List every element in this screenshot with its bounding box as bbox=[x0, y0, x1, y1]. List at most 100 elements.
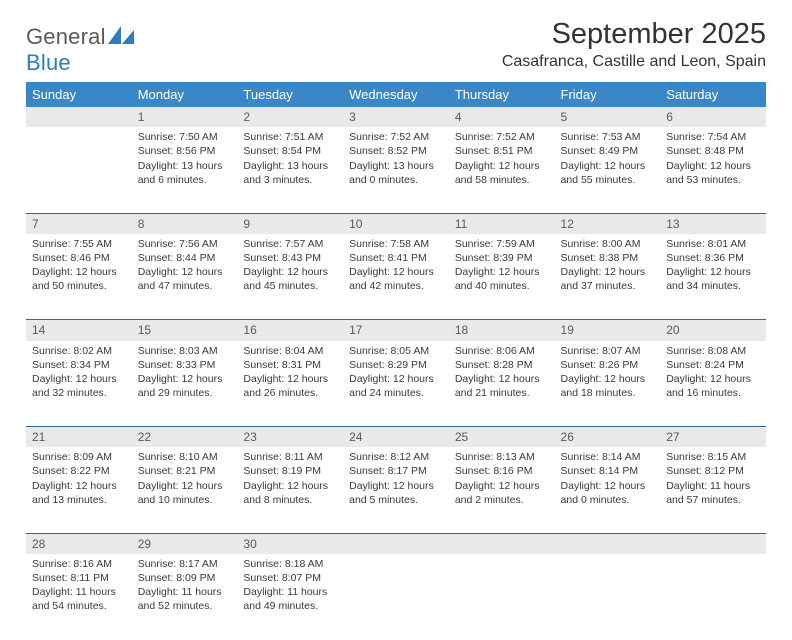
day-cell: Sunrise: 8:16 AMSunset: 8:11 PMDaylight:… bbox=[26, 554, 132, 640]
daylight1-text: Daylight: 12 hours bbox=[349, 372, 443, 386]
daylight1-text: Daylight: 12 hours bbox=[561, 159, 655, 173]
daylight2-text: and 0 minutes. bbox=[349, 173, 443, 187]
daylight2-text: and 47 minutes. bbox=[138, 279, 232, 293]
sunset-text: Sunset: 8:09 PM bbox=[138, 571, 232, 585]
sunset-text: Sunset: 8:14 PM bbox=[561, 464, 655, 478]
day-number: 6 bbox=[660, 107, 766, 127]
day-cell: Sunrise: 8:08 AMSunset: 8:24 PMDaylight:… bbox=[660, 341, 766, 427]
day-cell: Sunrise: 7:54 AMSunset: 8:48 PMDaylight:… bbox=[660, 127, 766, 213]
daylight1-text: Daylight: 12 hours bbox=[455, 479, 549, 493]
daylight1-text: Daylight: 11 hours bbox=[666, 479, 760, 493]
sunrise-text: Sunrise: 7:55 AM bbox=[32, 237, 126, 251]
daylight2-text: and 13 minutes. bbox=[32, 493, 126, 507]
location: Casafranca, Castille and Leon, Spain bbox=[502, 53, 766, 71]
day-number: 20 bbox=[660, 320, 766, 341]
sunset-text: Sunset: 8:17 PM bbox=[349, 464, 443, 478]
day-cell: Sunrise: 8:11 AMSunset: 8:19 PMDaylight:… bbox=[237, 447, 343, 533]
day-cell: Sunrise: 7:57 AMSunset: 8:43 PMDaylight:… bbox=[237, 234, 343, 320]
day-number: 1 bbox=[132, 107, 238, 127]
day-cell: Sunrise: 7:52 AMSunset: 8:52 PMDaylight:… bbox=[343, 127, 449, 213]
sunset-text: Sunset: 8:48 PM bbox=[666, 144, 760, 158]
daylight2-text: and 34 minutes. bbox=[666, 279, 760, 293]
daylight1-text: Daylight: 12 hours bbox=[349, 479, 443, 493]
daylight1-text: Daylight: 13 hours bbox=[349, 159, 443, 173]
week-row: Sunrise: 7:50 AMSunset: 8:56 PMDaylight:… bbox=[26, 127, 766, 213]
week-row: Sunrise: 8:02 AMSunset: 8:34 PMDaylight:… bbox=[26, 341, 766, 427]
daylight1-text: Daylight: 12 hours bbox=[32, 265, 126, 279]
daylight1-text: Daylight: 12 hours bbox=[666, 372, 760, 386]
week-row: Sunrise: 8:16 AMSunset: 8:11 PMDaylight:… bbox=[26, 554, 766, 640]
daylight1-text: Daylight: 12 hours bbox=[138, 479, 232, 493]
sunrise-text: Sunrise: 8:15 AM bbox=[666, 450, 760, 464]
daylight1-text: Daylight: 12 hours bbox=[561, 479, 655, 493]
day-number: 26 bbox=[555, 427, 661, 448]
day-header: Wednesday bbox=[343, 82, 449, 107]
day-cell: Sunrise: 8:04 AMSunset: 8:31 PMDaylight:… bbox=[237, 341, 343, 427]
sunrise-text: Sunrise: 8:04 AM bbox=[243, 344, 337, 358]
daylight2-text: and 2 minutes. bbox=[455, 493, 549, 507]
sunset-text: Sunset: 8:52 PM bbox=[349, 144, 443, 158]
daylight2-text: and 10 minutes. bbox=[138, 493, 232, 507]
sunrise-text: Sunrise: 8:12 AM bbox=[349, 450, 443, 464]
sunrise-text: Sunrise: 8:06 AM bbox=[455, 344, 549, 358]
day-number: 4 bbox=[449, 107, 555, 127]
daylight1-text: Daylight: 13 hours bbox=[138, 159, 232, 173]
sunrise-text: Sunrise: 8:00 AM bbox=[561, 237, 655, 251]
sunset-text: Sunset: 8:43 PM bbox=[243, 251, 337, 265]
sunset-text: Sunset: 8:11 PM bbox=[32, 571, 126, 585]
sunset-text: Sunset: 8:33 PM bbox=[138, 358, 232, 372]
day-cell: Sunrise: 8:09 AMSunset: 8:22 PMDaylight:… bbox=[26, 447, 132, 533]
day-header: Saturday bbox=[660, 82, 766, 107]
day-cell: Sunrise: 7:59 AMSunset: 8:39 PMDaylight:… bbox=[449, 234, 555, 320]
sunset-text: Sunset: 8:39 PM bbox=[455, 251, 549, 265]
day-number: 27 bbox=[660, 427, 766, 448]
day-number-row: 282930 bbox=[26, 533, 766, 554]
day-cell: Sunrise: 8:13 AMSunset: 8:16 PMDaylight:… bbox=[449, 447, 555, 533]
day-cell: Sunrise: 7:52 AMSunset: 8:51 PMDaylight:… bbox=[449, 127, 555, 213]
week-row: Sunrise: 8:09 AMSunset: 8:22 PMDaylight:… bbox=[26, 447, 766, 533]
day-header: Friday bbox=[555, 82, 661, 107]
sunrise-text: Sunrise: 7:51 AM bbox=[243, 130, 337, 144]
sunset-text: Sunset: 8:07 PM bbox=[243, 571, 337, 585]
sunrise-text: Sunrise: 8:09 AM bbox=[32, 450, 126, 464]
daylight2-text: and 55 minutes. bbox=[561, 173, 655, 187]
day-number: 8 bbox=[132, 213, 238, 234]
sunset-text: Sunset: 8:46 PM bbox=[32, 251, 126, 265]
daylight2-text: and 45 minutes. bbox=[243, 279, 337, 293]
daylight2-text: and 49 minutes. bbox=[243, 599, 337, 613]
day-number: 7 bbox=[26, 213, 132, 234]
day-cell: Sunrise: 7:58 AMSunset: 8:41 PMDaylight:… bbox=[343, 234, 449, 320]
day-number: 29 bbox=[132, 533, 238, 554]
sunset-text: Sunset: 8:44 PM bbox=[138, 251, 232, 265]
sunrise-text: Sunrise: 8:01 AM bbox=[666, 237, 760, 251]
day-number: 9 bbox=[237, 213, 343, 234]
day-cell: Sunrise: 8:10 AMSunset: 8:21 PMDaylight:… bbox=[132, 447, 238, 533]
day-number: 22 bbox=[132, 427, 238, 448]
sunrise-text: Sunrise: 8:05 AM bbox=[349, 344, 443, 358]
sunset-text: Sunset: 8:49 PM bbox=[561, 144, 655, 158]
daylight1-text: Daylight: 12 hours bbox=[455, 372, 549, 386]
day-header: Thursday bbox=[449, 82, 555, 107]
day-cell: Sunrise: 8:18 AMSunset: 8:07 PMDaylight:… bbox=[237, 554, 343, 640]
daylight2-text: and 50 minutes. bbox=[32, 279, 126, 293]
daylight1-text: Daylight: 11 hours bbox=[138, 585, 232, 599]
daylight1-text: Daylight: 12 hours bbox=[243, 479, 337, 493]
day-cell: Sunrise: 8:03 AMSunset: 8:33 PMDaylight:… bbox=[132, 341, 238, 427]
day-cell bbox=[449, 554, 555, 640]
daylight2-text: and 18 minutes. bbox=[561, 386, 655, 400]
day-number bbox=[343, 533, 449, 554]
day-number bbox=[26, 107, 132, 127]
day-cell bbox=[555, 554, 661, 640]
daylight2-text: and 29 minutes. bbox=[138, 386, 232, 400]
month-title: September 2025 bbox=[502, 18, 766, 51]
daylight2-text: and 21 minutes. bbox=[455, 386, 549, 400]
sunset-text: Sunset: 8:51 PM bbox=[455, 144, 549, 158]
header: General Blue September 2025 Casafranca, … bbox=[26, 18, 766, 76]
day-number: 12 bbox=[555, 213, 661, 234]
daylight2-text: and 16 minutes. bbox=[666, 386, 760, 400]
sunrise-text: Sunrise: 7:52 AM bbox=[455, 130, 549, 144]
day-cell: Sunrise: 8:07 AMSunset: 8:26 PMDaylight:… bbox=[555, 341, 661, 427]
day-cell: Sunrise: 8:05 AMSunset: 8:29 PMDaylight:… bbox=[343, 341, 449, 427]
day-number: 15 bbox=[132, 320, 238, 341]
daylight2-text: and 37 minutes. bbox=[561, 279, 655, 293]
